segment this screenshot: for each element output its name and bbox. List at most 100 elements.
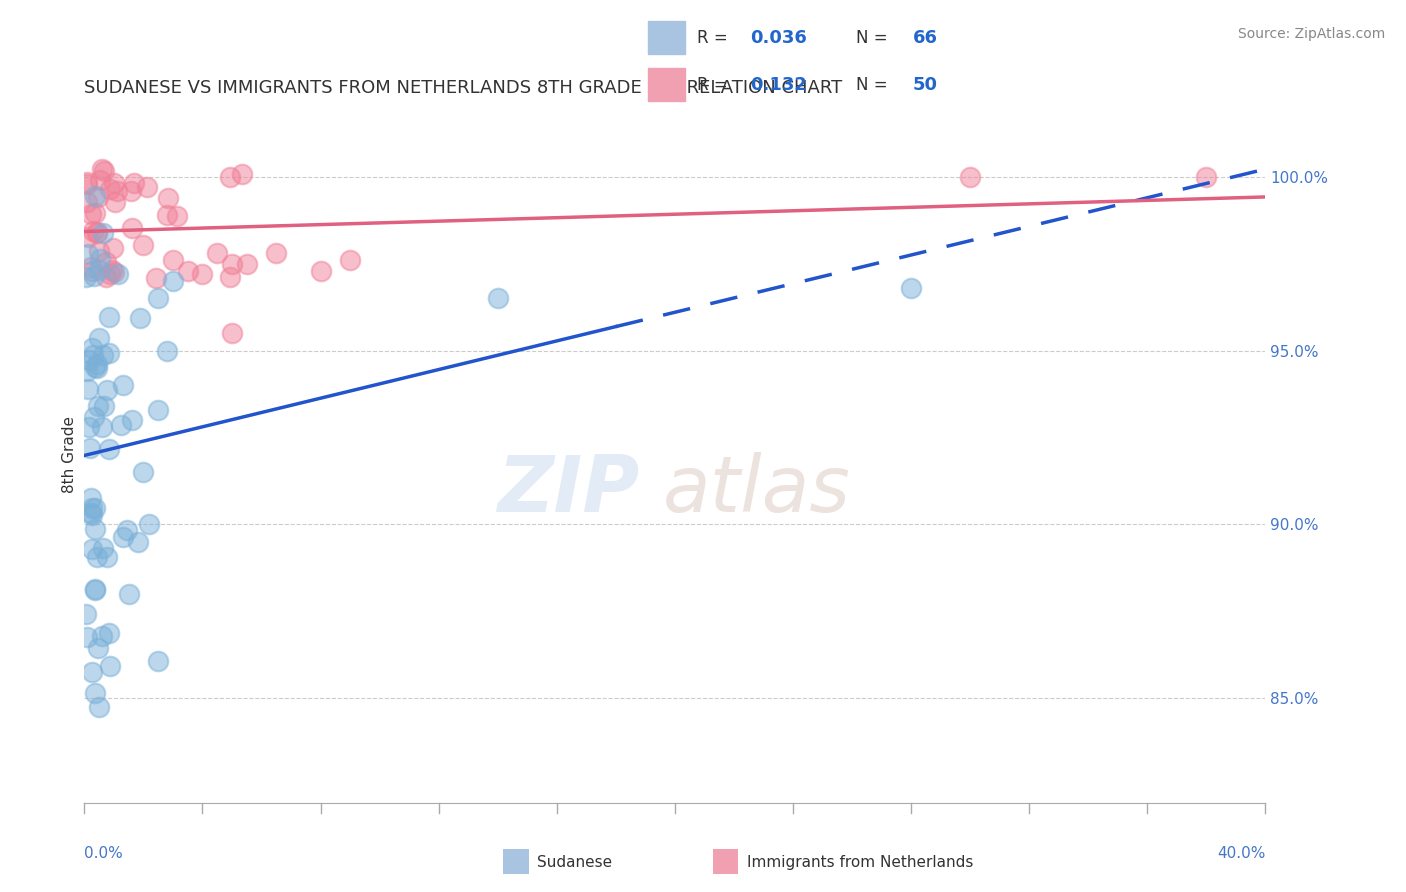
Text: ZIP: ZIP [498, 451, 640, 528]
Point [162, 253, 184, 268]
FancyBboxPatch shape [648, 21, 685, 54]
Point [101, 263, 124, 277]
Point [98, 626, 121, 640]
Point [89, 252, 111, 266]
Point [83, 410, 105, 425]
Point [86, 227, 108, 241]
Text: R =: R = [697, 76, 738, 94]
Text: atlas: atlas [664, 451, 851, 528]
Point [138, 517, 160, 532]
Point [83, 583, 105, 598]
Point [82, 264, 104, 278]
Point [132, 466, 155, 480]
Point [122, 177, 145, 191]
Point [104, 195, 127, 210]
Point [191, 267, 214, 281]
Point [900, 281, 922, 295]
Point [86, 225, 108, 239]
Text: N =: N = [856, 76, 893, 94]
Point [76, 229, 98, 244]
Point [84, 582, 107, 596]
Point [205, 246, 228, 260]
Point [86, 549, 108, 564]
Point [76, 177, 98, 191]
Point [84, 206, 107, 220]
Point [91, 420, 114, 434]
Point [121, 413, 143, 427]
Point [79, 353, 101, 368]
Point [264, 246, 288, 260]
Point [75, 269, 97, 284]
Point [84, 522, 107, 536]
Point [91, 629, 114, 643]
Point [117, 523, 139, 537]
Point [148, 292, 170, 306]
Point [145, 270, 167, 285]
Point [84, 189, 107, 203]
Point [87, 399, 110, 413]
FancyBboxPatch shape [648, 69, 685, 101]
Point [94, 270, 117, 285]
Point [218, 170, 240, 185]
Point [111, 530, 134, 544]
Point [136, 180, 159, 194]
Point [93, 226, 115, 240]
Text: Source: ZipAtlas.com: Source: ZipAtlas.com [1237, 27, 1385, 41]
Point [156, 191, 179, 205]
Point [162, 274, 184, 288]
Point [87, 190, 110, 204]
Point [82, 665, 104, 680]
Point [86, 357, 108, 371]
Point [75, 607, 97, 622]
Point [98, 310, 121, 325]
Text: SUDANESE VS IMMIGRANTS FROM NETHERLANDS 8TH GRADE CORRELATION CHART: SUDANESE VS IMMIGRANTS FROM NETHERLANDS … [84, 79, 842, 97]
Point [79, 419, 101, 434]
Point [110, 418, 132, 433]
Point [89, 173, 111, 187]
Point [221, 257, 243, 271]
Point [82, 508, 104, 522]
Point [86, 361, 108, 376]
Point [77, 382, 100, 396]
Text: 0.0%: 0.0% [84, 846, 124, 861]
Point [97, 442, 120, 457]
Point [84, 501, 107, 516]
Point [91, 348, 114, 362]
Point [177, 263, 200, 277]
Y-axis label: 8th Grade: 8th Grade [62, 417, 77, 493]
Point [76, 195, 98, 210]
Point [93, 399, 115, 413]
Point [94, 255, 117, 269]
Point [148, 403, 170, 417]
Point [131, 237, 153, 252]
Point [80, 341, 103, 355]
Point [156, 208, 179, 222]
Point [87, 640, 110, 655]
Point [100, 267, 122, 281]
Point [221, 326, 243, 341]
Point [121, 220, 143, 235]
Point [79, 207, 101, 221]
Point [87, 331, 110, 345]
Point [120, 184, 142, 198]
Point [148, 654, 170, 668]
Point [84, 359, 107, 374]
Point [76, 175, 98, 189]
Point [103, 265, 125, 279]
Text: 0.036: 0.036 [749, 29, 807, 46]
Point [231, 167, 253, 181]
Text: Immigrants from Netherlands: Immigrants from Netherlands [747, 855, 973, 870]
Point [87, 244, 110, 258]
Point [87, 700, 110, 714]
Point [98, 182, 121, 196]
Point [80, 506, 103, 520]
Point [101, 242, 124, 256]
Point [82, 348, 104, 362]
Point [105, 184, 128, 198]
Text: 40.0%: 40.0% [1218, 846, 1265, 861]
Point [107, 267, 129, 281]
Point [91, 541, 114, 555]
Point [84, 686, 107, 700]
Point [89, 263, 111, 277]
Point [96, 383, 118, 397]
